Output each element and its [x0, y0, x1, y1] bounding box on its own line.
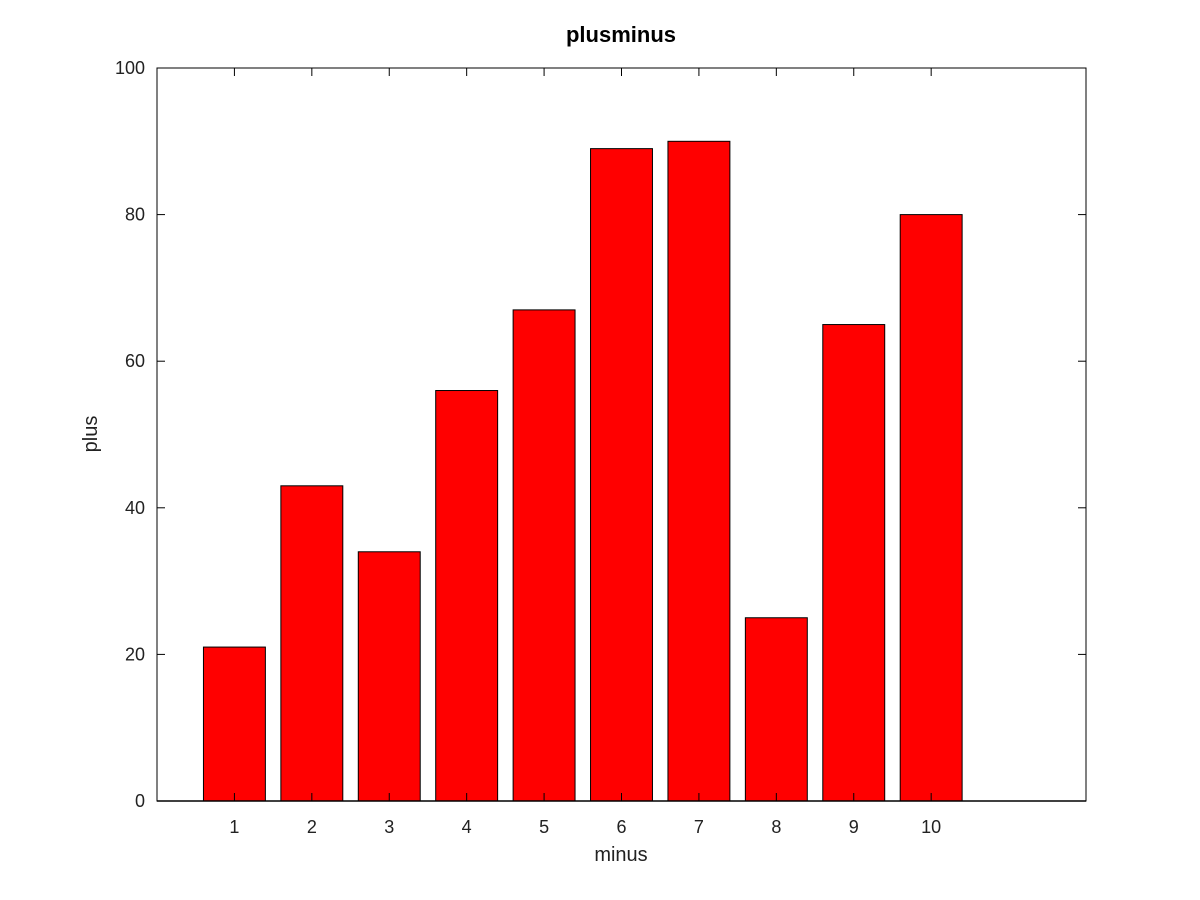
bar-8 — [744, 617, 808, 802]
x-tick-label: 6 — [616, 817, 626, 837]
y-axis-label: plus — [80, 416, 102, 453]
y-axis-ticks: 0 20 40 60 80 100 — [115, 58, 1086, 811]
x-tick-label: 2 — [307, 817, 317, 837]
x-tick-label: 8 — [771, 817, 781, 837]
x-tick-label: 1 — [229, 817, 239, 837]
x-tick-label: 9 — [849, 817, 859, 837]
bar-9 — [822, 324, 886, 802]
x-tick-label: 7 — [694, 817, 704, 837]
bar-2 — [280, 485, 344, 802]
x-tick-label: 5 — [539, 817, 549, 837]
bar-5 — [512, 309, 576, 802]
x-axis-label: minus — [594, 844, 647, 866]
bar-10 — [899, 214, 963, 802]
y-tick-label: 20 — [125, 644, 145, 664]
x-axis-ticks: 1 2 3 4 5 6 7 8 9 10 — [229, 68, 941, 837]
bar-1 — [202, 646, 266, 802]
bars-group — [202, 140, 963, 802]
x-tick-label: 10 — [921, 817, 941, 837]
bar-4 — [435, 390, 499, 802]
y-tick-label: 0 — [135, 791, 145, 811]
bar-6 — [590, 148, 653, 802]
y-tick-label: 80 — [125, 205, 145, 225]
y-tick-label: 60 — [125, 351, 145, 371]
y-tick-label: 40 — [125, 498, 145, 518]
x-tick-label: 4 — [462, 817, 472, 837]
bar-7 — [667, 140, 731, 802]
y-tick-label: 100 — [115, 58, 145, 78]
x-tick-label: 3 — [384, 817, 394, 837]
chart-title: plusminus — [566, 22, 676, 47]
bar-3 — [357, 551, 421, 802]
